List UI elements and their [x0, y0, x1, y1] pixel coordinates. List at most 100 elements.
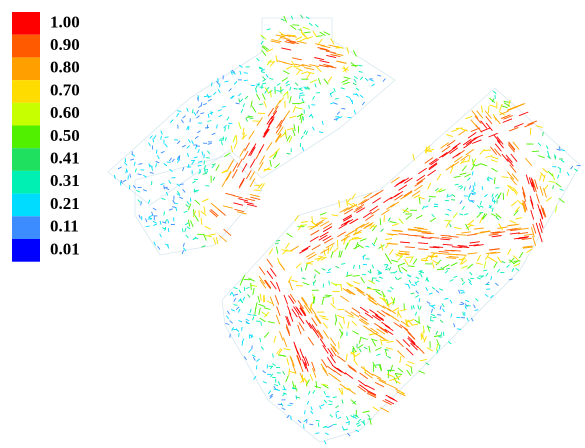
- flow-vector: [370, 80, 374, 82]
- flow-vector: [308, 337, 314, 345]
- flow-vector: [420, 359, 427, 360]
- flow-vector: [259, 104, 263, 105]
- flow-vector: [263, 129, 269, 137]
- flow-vector: [339, 323, 343, 329]
- flow-vector: [177, 141, 180, 144]
- flow-vector: [250, 309, 251, 313]
- flow-vector: [326, 397, 330, 398]
- flow-vector: [481, 121, 487, 129]
- flow-vector: [418, 243, 428, 244]
- flow-vector: [233, 203, 243, 206]
- flow-vector: [453, 213, 457, 218]
- flow-vector: [419, 271, 423, 272]
- flow-vector: [263, 79, 266, 81]
- flow-vector: [269, 78, 273, 79]
- flow-vector: [316, 67, 321, 72]
- flow-vector: [287, 153, 291, 154]
- flow-vector: [490, 105, 497, 107]
- flow-vector: [258, 162, 263, 171]
- flow-vector: [471, 128, 480, 132]
- flow-vector: [405, 247, 415, 248]
- flow-vector: [383, 306, 391, 312]
- flow-vector: [276, 55, 277, 62]
- flow-vector: [437, 315, 441, 316]
- flow-vector: [426, 287, 428, 291]
- flow-vector: [465, 174, 471, 177]
- flow-vector: [214, 238, 216, 245]
- flow-vector: [253, 357, 255, 360]
- flow-vector: [352, 237, 359, 238]
- flow-vector: [366, 246, 370, 247]
- flow-vector: [494, 116, 500, 124]
- flow-vector: [261, 322, 262, 326]
- flow-vector: [218, 110, 222, 112]
- flow-vector: [337, 315, 343, 318]
- flow-vector: [239, 180, 244, 189]
- legend-swatch: [12, 216, 40, 239]
- flow-vector: [381, 322, 389, 328]
- flow-vector: [439, 289, 443, 291]
- flow-vector: [468, 279, 471, 282]
- flow-vector: [230, 321, 233, 324]
- flow-vector: [300, 38, 306, 41]
- flow-vector: [205, 165, 206, 169]
- flow-vector: [300, 93, 304, 94]
- flow-vector: [346, 289, 354, 295]
- flow-vector: [267, 142, 273, 150]
- flow-vector: [298, 420, 301, 423]
- flow-vector: [283, 71, 289, 74]
- flow-vector: [395, 376, 401, 380]
- flow-vector: [283, 371, 285, 374]
- flow-vector: [277, 83, 280, 85]
- flow-vector: [519, 112, 528, 116]
- flow-vector: [422, 233, 432, 234]
- flow-vector: [560, 189, 564, 190]
- flow-vector: [244, 73, 248, 74]
- flow-vector: [452, 143, 460, 149]
- flow-vector: [532, 151, 539, 152]
- flow-vector: [234, 298, 236, 302]
- flow-vector: [150, 136, 153, 139]
- flow-vector: [336, 411, 340, 413]
- flow-vector: [354, 79, 356, 82]
- flow-vector: [477, 205, 480, 208]
- flow-vector: [418, 168, 426, 174]
- flow-vector: [187, 126, 189, 130]
- flow-vector: [415, 295, 418, 297]
- flow-vector: [386, 348, 393, 350]
- flow-vector: [496, 217, 499, 220]
- flow-vector: [256, 89, 257, 93]
- flow-vector: [439, 251, 449, 252]
- flow-vector: [146, 226, 150, 227]
- flow-vector: [195, 190, 199, 191]
- flow-vector: [261, 347, 263, 350]
- flow-vector: [383, 400, 392, 404]
- flow-vector: [344, 429, 348, 430]
- flow-vector: [257, 359, 260, 362]
- flow-vector: [187, 108, 189, 112]
- flow-vector: [430, 218, 436, 222]
- flow-vector: [306, 252, 315, 257]
- flow-vector: [413, 259, 417, 265]
- flow-vector: [185, 228, 186, 232]
- flow-vector: [361, 338, 368, 340]
- flow-vector: [337, 309, 344, 310]
- flow-vector: [429, 164, 437, 170]
- flow-vector: [304, 32, 311, 33]
- legend-swatch: [12, 148, 40, 171]
- flow-vector: [406, 215, 412, 219]
- flow-vector: [477, 255, 480, 261]
- flow-vector: [451, 162, 459, 168]
- flow-vector: [398, 368, 403, 372]
- flow-vector: [380, 218, 381, 225]
- flow-vector: [230, 292, 232, 295]
- flow-vector: [201, 211, 206, 215]
- flow-vector: [311, 407, 312, 411]
- flow-vector: [440, 306, 441, 310]
- flow-vector: [253, 288, 254, 295]
- flow-vector: [492, 201, 496, 202]
- flow-vector: [419, 197, 420, 204]
- flow-vector: [262, 312, 268, 316]
- flow-vector: [412, 324, 419, 325]
- flow-vector: [433, 260, 439, 264]
